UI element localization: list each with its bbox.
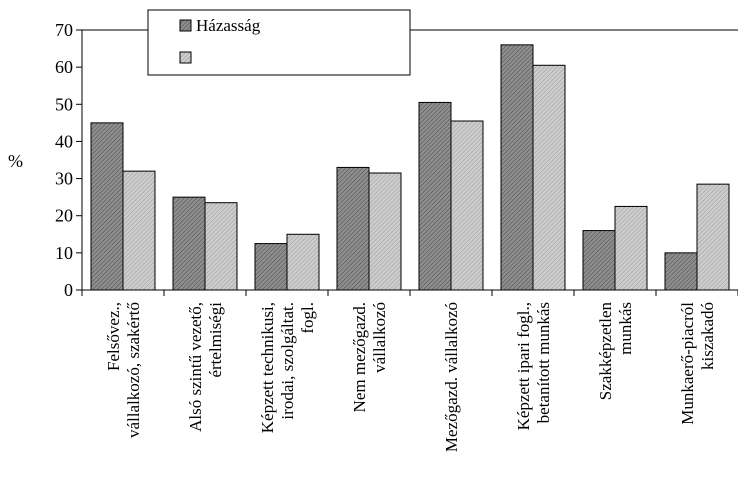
bar-1-5 bbox=[418, 101, 452, 291]
bar-2-4 bbox=[368, 172, 402, 291]
bar-1-6 bbox=[500, 44, 534, 291]
x-category-label-line: Szakképzetlen bbox=[596, 302, 615, 401]
bar-2-6 bbox=[532, 64, 566, 291]
x-category-label-line: munkás bbox=[616, 302, 635, 355]
x-category-label: Szakképzetlen munkás bbox=[596, 302, 635, 401]
x-category-label: Mezőgazd. vállalkozó bbox=[442, 302, 461, 452]
legend-box bbox=[147, 9, 411, 76]
x-category-label-line: értelmiségi bbox=[206, 302, 225, 378]
legend-swatch-series-2 bbox=[179, 51, 192, 64]
bar-2-2 bbox=[204, 202, 238, 291]
x-category-label-line: Mezőgazd. vállalkozó bbox=[442, 302, 461, 452]
legend: Házasság bbox=[147, 9, 411, 76]
y-tick-label: 20 bbox=[55, 206, 73, 226]
y-axis-label: % bbox=[8, 151, 23, 171]
bar-1-8 bbox=[664, 252, 698, 291]
y-tick-label: 30 bbox=[55, 169, 73, 189]
x-category-label-line: betanított munkás bbox=[534, 302, 553, 423]
bar-2-7 bbox=[614, 205, 648, 291]
x-category-label-line: kiszakadó bbox=[698, 302, 717, 370]
y-tick-label: 0 bbox=[64, 280, 73, 300]
y-tick-label: 50 bbox=[55, 94, 73, 114]
x-category-label-line: Alsó szintű vezető, bbox=[186, 302, 205, 432]
y-tick-label: 10 bbox=[55, 243, 73, 263]
x-category-label-line: Nem mezőgazd. bbox=[350, 302, 369, 412]
x-category-label: Képzett ipari fogl., betanított munkás bbox=[514, 302, 553, 430]
x-category-label-line: vállalkozó, szakértő bbox=[124, 302, 143, 438]
x-category-label: Felsővez., vállalkozó, szakértő bbox=[104, 302, 143, 438]
x-category-label-line: Felsővez., bbox=[104, 302, 123, 371]
x-category-label: Munkaerő-piacról kiszakadó bbox=[678, 302, 717, 425]
x-category-label-line: Képzett technikusi, bbox=[258, 302, 277, 433]
bar-2-5 bbox=[450, 120, 484, 291]
bar-1-1 bbox=[90, 122, 124, 291]
x-category-label: Alsó szintű vezető, értelmiségi bbox=[186, 302, 225, 432]
bar-1-4 bbox=[336, 166, 370, 291]
legend-swatch-series-1 bbox=[179, 19, 192, 32]
y-tick-label: 60 bbox=[55, 57, 73, 77]
x-category-label: Képzett technikusi, irodai, szolgáltat. fo… bbox=[258, 302, 317, 433]
legend-label-series-1: Házasság bbox=[196, 16, 261, 35]
y-tick-label: 40 bbox=[55, 131, 73, 151]
bar-2-3 bbox=[286, 233, 320, 291]
x-category-label-line: fogl. bbox=[298, 302, 317, 334]
x-category-label-line: Munkaerő-piacról bbox=[678, 302, 697, 425]
bar-1-2 bbox=[172, 196, 206, 291]
x-category-label-line: vállalkozó bbox=[370, 302, 389, 373]
bar-1-7 bbox=[582, 230, 616, 291]
x-category-label: Nem mezőgazd. vállalkozó bbox=[350, 302, 389, 412]
bar-1-3 bbox=[254, 243, 288, 291]
bar-2-1 bbox=[122, 170, 156, 291]
x-category-label-line: irodai, szolgáltat. bbox=[278, 302, 297, 420]
bar-2-8 bbox=[696, 183, 730, 291]
y-tick-label: 70 bbox=[55, 20, 73, 40]
x-category-label-line: Képzett ipari fogl., bbox=[514, 302, 533, 430]
